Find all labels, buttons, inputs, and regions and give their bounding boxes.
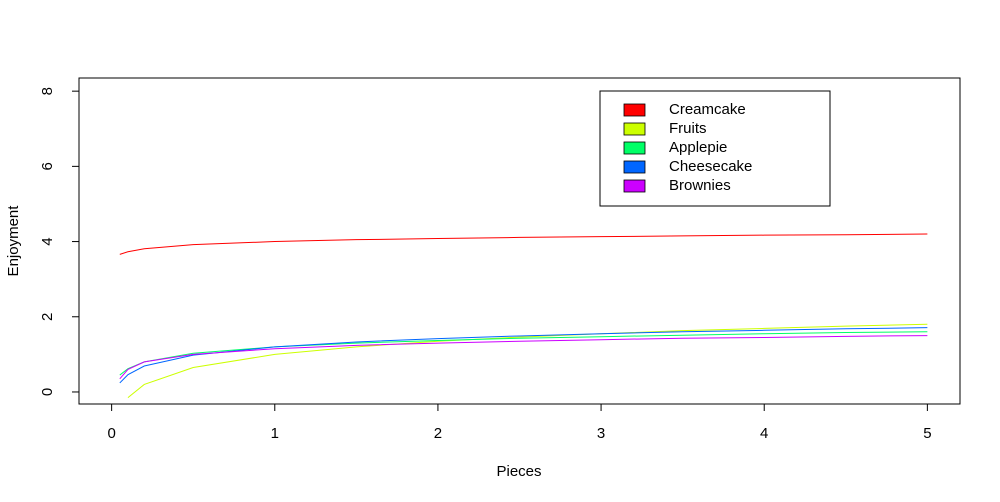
- legend-label: Brownies: [669, 177, 731, 194]
- legend-swatch: [623, 141, 646, 155]
- series-line: [119, 335, 928, 380]
- x-tick-label: 5: [923, 425, 931, 442]
- legend-label: Applepie: [669, 139, 727, 156]
- x-axis-label: Pieces: [496, 463, 541, 480]
- legend-swatch: [623, 122, 646, 136]
- x-tick-label: 1: [271, 425, 279, 442]
- legend-label: Cheesecake: [669, 158, 752, 175]
- plot-lines: [119, 233, 928, 398]
- y-axis-label: Enjoyment: [5, 205, 22, 277]
- y-tick-label: 4: [39, 237, 56, 245]
- x-tick-label: 2: [434, 425, 442, 442]
- y-tick-label: 2: [39, 313, 56, 321]
- series-line: [119, 233, 928, 255]
- legend-label: Fruits: [669, 120, 707, 137]
- y-tick-label: 0: [39, 388, 56, 396]
- series-line: [119, 327, 928, 384]
- x-tick-label: 4: [760, 425, 768, 442]
- legend-swatch: [623, 160, 646, 174]
- legend-swatch: [623, 179, 646, 193]
- y-tick-label: 8: [39, 87, 56, 95]
- legend-swatch: [623, 103, 646, 117]
- series-line: [119, 331, 928, 376]
- legend-label: Creamcake: [669, 101, 746, 118]
- x-tick-label: 0: [107, 425, 115, 442]
- x-tick-label: 3: [597, 425, 605, 442]
- y-tick-label: 6: [39, 162, 56, 170]
